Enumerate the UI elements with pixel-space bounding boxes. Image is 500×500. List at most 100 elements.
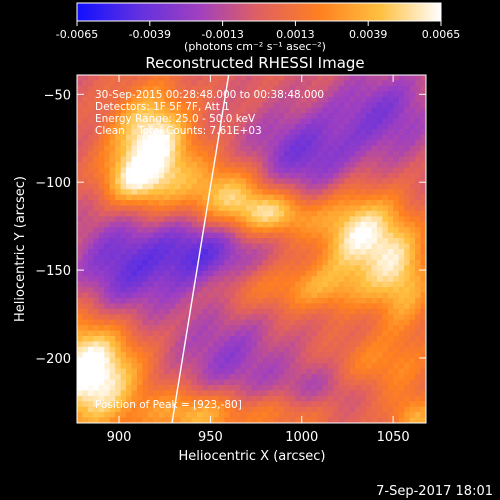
heatmap-cell — [278, 314, 285, 321]
heatmap-cell — [77, 379, 83, 386]
heatmap-cell — [202, 232, 209, 239]
heatmap-cell — [164, 113, 171, 119]
heatmap-cell — [289, 314, 296, 321]
heatmap-cell — [229, 123, 236, 130]
heatmap-cell — [338, 308, 345, 315]
heatmap-cell — [420, 395, 427, 402]
heatmap-cell — [164, 80, 171, 87]
heatmap-cell — [327, 167, 334, 174]
heatmap-cell — [136, 102, 143, 109]
heatmap-cell — [196, 259, 203, 266]
heatmap-cell — [104, 417, 111, 424]
heatmap-cell — [213, 287, 220, 293]
heatmap-cell — [120, 183, 127, 190]
heatmap-cell — [295, 292, 301, 299]
heatmap-cell — [316, 292, 323, 299]
heatmap-cell — [82, 145, 89, 152]
heatmap-cell — [240, 178, 247, 185]
heatmap-cell — [366, 118, 372, 125]
heatmap-cell — [256, 232, 263, 239]
heatmap-cell — [180, 287, 187, 293]
heatmap-cell — [300, 238, 307, 244]
heatmap-cell — [371, 276, 378, 283]
heatmap-cell — [376, 374, 383, 380]
heatmap-cell — [180, 379, 187, 386]
heatmap-cell — [224, 319, 231, 326]
heatmap-cell — [284, 113, 291, 119]
heatmap-cell — [316, 303, 323, 310]
heatmap-cell — [164, 357, 171, 364]
heatmap-cell — [267, 319, 274, 326]
heatmap-cell — [273, 167, 280, 174]
heatmap-cell — [218, 227, 225, 234]
heatmap-cell — [322, 352, 329, 359]
heatmap-cell — [180, 265, 187, 272]
heatmap-cell — [131, 417, 138, 424]
heatmap-cell — [82, 91, 89, 98]
heatmap-cell — [327, 281, 334, 288]
heatmap-cell — [240, 384, 247, 391]
heatmap-cell — [77, 401, 83, 408]
heatmap-cell — [147, 281, 154, 288]
heatmap-cell — [393, 265, 400, 272]
heatmap-cell — [306, 216, 312, 223]
heatmap-cell — [104, 259, 111, 266]
heatmap-cell — [87, 281, 94, 288]
heatmap-cell — [300, 379, 307, 386]
heatmap-cell — [322, 140, 329, 147]
heatmap-cell — [186, 113, 192, 119]
heatmap-cell — [306, 151, 312, 157]
heatmap-cell — [338, 384, 345, 391]
heatmap-cell — [338, 379, 345, 386]
heatmap-cell — [164, 129, 171, 136]
heatmap-cell — [175, 406, 182, 413]
heatmap-cell — [387, 265, 394, 272]
heatmap-cell — [142, 292, 149, 299]
heatmap-cell — [316, 259, 323, 266]
heatmap-cell — [246, 368, 252, 375]
heatmap-cell — [289, 156, 296, 163]
heatmap-cell — [235, 297, 241, 304]
heatmap-cell — [409, 210, 416, 217]
heatmap-cell — [202, 352, 209, 359]
heatmap-cell — [404, 194, 411, 201]
heatmap-cell — [409, 183, 416, 190]
heatmap-cell — [202, 80, 209, 87]
heatmap-cell — [295, 238, 301, 244]
heatmap-cell — [322, 303, 329, 310]
heatmap-cell — [393, 107, 400, 114]
heatmap-cell — [142, 363, 149, 370]
heatmap-cell — [213, 91, 220, 98]
heatmap-cell — [104, 200, 111, 206]
heatmap-cell — [218, 134, 225, 141]
heatmap-cell — [355, 151, 361, 157]
heatmap-cell — [109, 368, 116, 375]
heatmap-cell — [371, 227, 378, 234]
heatmap-cell — [109, 346, 116, 353]
heatmap-cell — [213, 178, 220, 185]
heatmap-cell — [207, 107, 214, 114]
heatmap-cell — [415, 85, 421, 92]
heatmap-cell — [338, 232, 345, 239]
heatmap-cell — [251, 145, 258, 152]
heatmap-cell — [164, 178, 171, 185]
heatmap-cell — [229, 346, 236, 353]
heatmap-cell — [109, 330, 116, 337]
heatmap-cell — [196, 287, 203, 293]
heatmap-cell — [87, 107, 94, 114]
heatmap-cell — [267, 140, 274, 147]
heatmap-cell — [376, 172, 383, 179]
heatmap-cell — [77, 216, 83, 223]
heatmap-cell — [311, 352, 318, 359]
heatmap-cell — [251, 129, 258, 136]
heatmap-cell — [175, 227, 182, 234]
heatmap-cell — [126, 368, 132, 375]
heatmap-cell — [311, 134, 318, 141]
heatmap-cell — [224, 417, 231, 424]
heatmap-cell — [284, 232, 291, 239]
heatmap-cell — [93, 167, 100, 174]
heatmap-cell — [284, 401, 291, 408]
heatmap-cell — [393, 346, 400, 353]
heatmap-cell — [164, 406, 171, 413]
heatmap-cell — [398, 91, 405, 98]
